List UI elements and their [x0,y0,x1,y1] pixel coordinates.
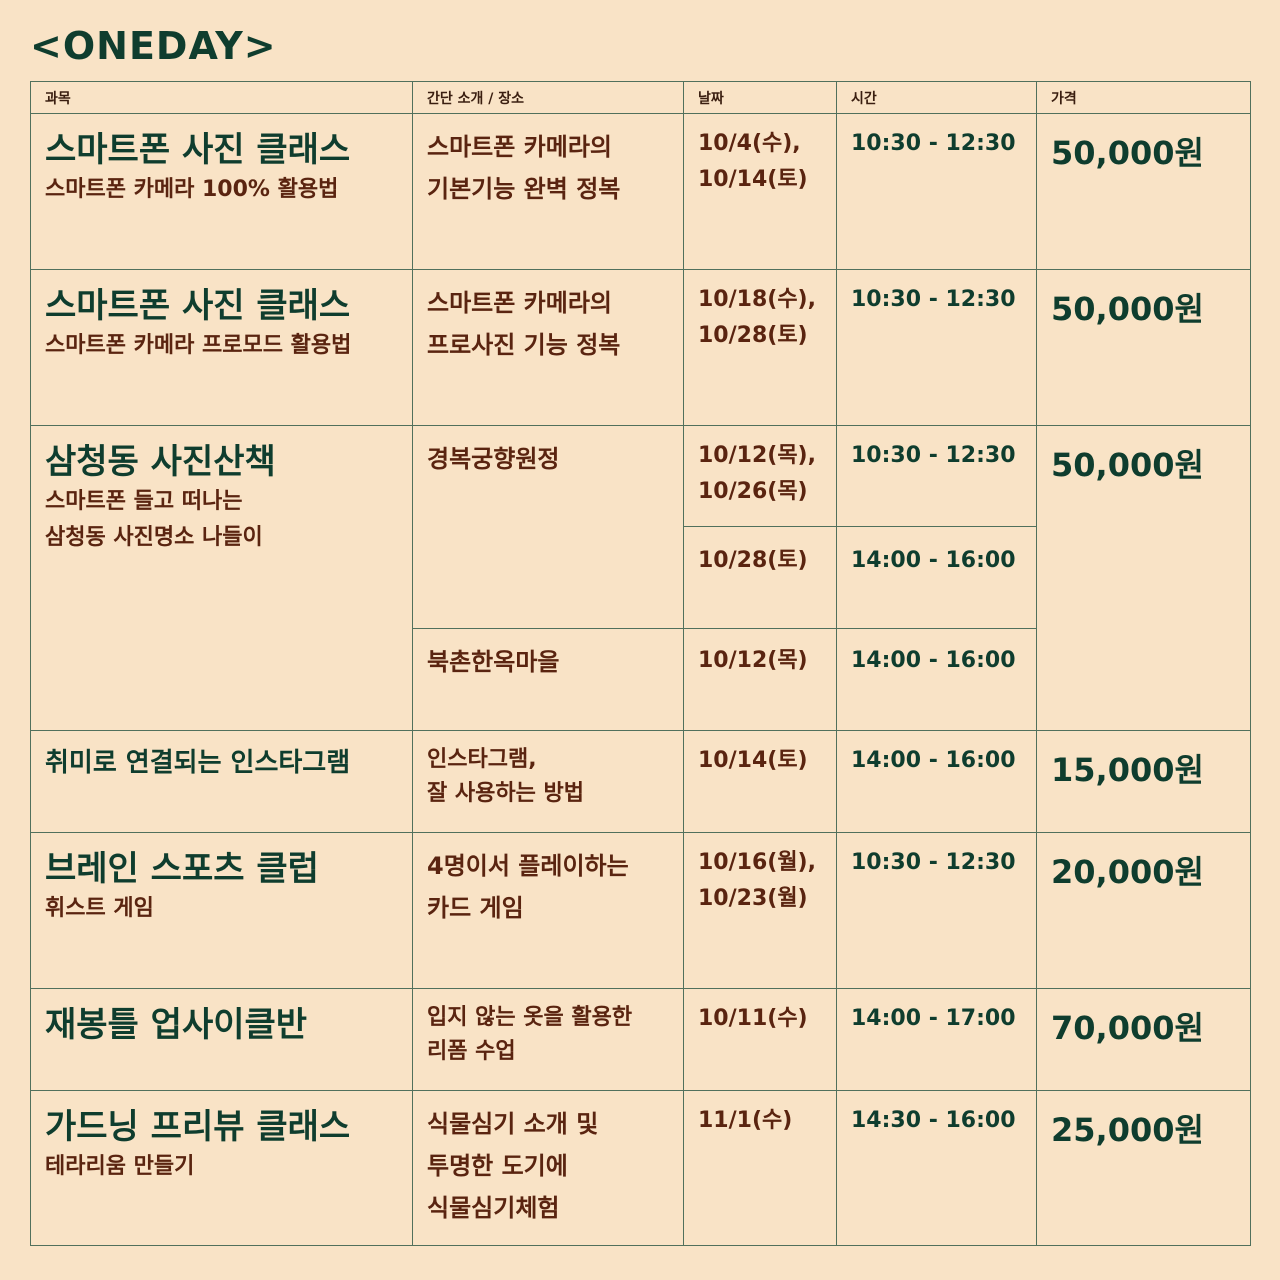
intro-cell: 입지 않는 옷을 활용한 리폼 수업 [412,988,684,1091]
price-cell: 20,000원 [1036,832,1251,989]
class-subtitle: 테라리움 만들기 [45,1154,195,1179]
time-cell: 10:30 - 12:30 [836,113,1037,270]
header-time: 시간 [836,81,1037,114]
price-cell: 15,000원 [1036,730,1251,833]
price-cell: 25,000원 [1036,1090,1251,1246]
class-name: 취미로 연결되는 인스타그램 [45,748,351,778]
table-row: 10/28(토) 14:00 - 16:00 [31,526,1251,629]
header-intro: 간단 소개 / 장소 [412,81,684,114]
class-name: 스마트폰 사진 클래스 [45,286,351,326]
date-cell: 10/12(목) [683,628,837,731]
date-cell: 10/11(수) [683,988,837,1091]
page-title: <ONEDAY> [30,24,277,68]
subject-cell: 재봉틀 업사이클반 [30,988,413,1091]
intro-cell: 스마트폰 카메라의 기본기능 완벽 정복 [412,113,684,270]
table-row: 취미로 연결되는 인스타그램 인스타그램, 잘 사용하는 방법 10/14(토)… [30,730,1251,833]
class-name: 재봉틀 업사이클반 [45,1005,308,1045]
class-name: 스마트폰 사진 클래스 [45,130,351,170]
intro-cell: 식물심기 소개 및 투명한 도기에 식물심기체험 [412,1090,684,1246]
class-subtitle: 스마트폰 카메라 100% 활용법 [45,177,339,202]
header-row: 과목 간단 소개 / 장소 날짜 시간 가격 [30,81,1251,114]
place-cell: 북촌한옥마을 [412,628,684,731]
price-cell: 70,000원 [1036,988,1251,1091]
intro-cell: 스마트폰 카메라의 프로사진 기능 정복 [412,269,684,426]
date-cell: 10/18(수), 10/28(토) [683,269,837,426]
date-cell: 10/28(토) [683,526,837,629]
price-cell: 50,000원 [1036,269,1251,426]
date-cell: 10/12(목), 10/26(목) [683,425,837,527]
header-date: 날짜 [683,81,837,114]
date-cell: 11/1(수) [683,1090,837,1246]
date-cell: 10/14(토) [683,730,837,833]
header-subject: 과목 [30,81,413,114]
price-cell: 50,000원 [1036,425,1251,731]
time-cell: 10:30 - 12:30 [836,269,1037,426]
table-row: 삼청동 사진산책 스마트폰 들고 떠나는 삼청동 사진명소 나들이 경복궁향원정 … [30,425,1251,731]
time-cell: 10:30 - 12:30 [836,832,1037,989]
subject-cell: 취미로 연결되는 인스타그램 [30,730,413,833]
time-cell: 14:00 - 17:00 [836,988,1037,1091]
class-name: 가드닝 프리뷰 클래스 [45,1107,351,1147]
intro-cell: 인스타그램, 잘 사용하는 방법 [412,730,684,833]
class-name: 삼청동 사진산책 [45,442,276,482]
time-cell: 14:30 - 16:00 [836,1090,1037,1246]
time-cell: 14:00 - 16:00 [836,628,1037,731]
header-price: 가격 [1036,81,1251,114]
time-cell: 14:00 - 16:00 [836,730,1037,833]
time-cell: 10:30 - 12:30 [836,425,1037,527]
class-subtitle: 스마트폰 들고 떠나는 삼청동 사진명소 나들이 [45,489,263,550]
table-row: 재봉틀 업사이클반 입지 않는 옷을 활용한 리폼 수업 10/11(수) 14… [30,988,1251,1091]
table-row: 북촌한옥마을 10/12(목) 14:00 - 16:00 [31,628,1251,731]
place-cell: 경복궁향원정 [412,425,684,629]
date-cell: 10/16(월), 10/23(월) [683,832,837,989]
class-name: 브레인 스포츠 클럽 [45,849,319,889]
date-cell: 10/4(수), 10/14(토) [683,113,837,270]
class-subtitle: 스마트폰 카메라 프로모드 활용법 [45,333,352,358]
price-cell: 50,000원 [1036,113,1251,270]
class-subtitle: 휘스트 게임 [45,896,154,921]
intro-cell: 4명이서 플레이하는 카드 게임 [412,832,684,989]
time-cell: 14:00 - 16:00 [836,526,1037,629]
